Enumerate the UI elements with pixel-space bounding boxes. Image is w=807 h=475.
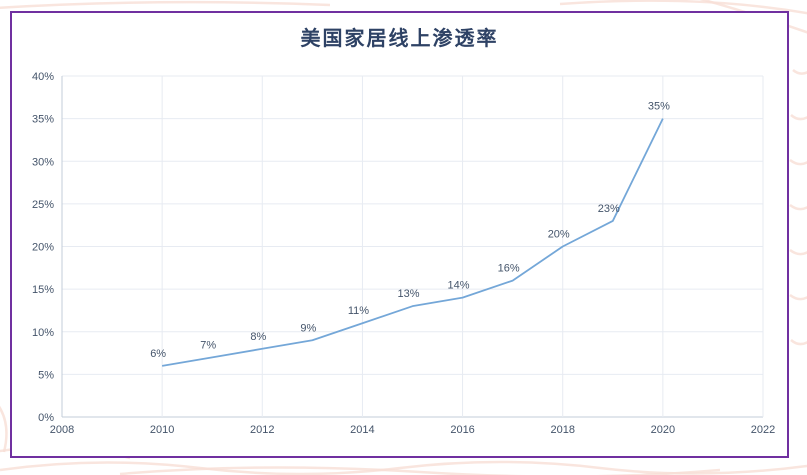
- decor-curve: [790, 114, 807, 121]
- decor-curve: [789, 293, 807, 301]
- decor-curve: [789, 248, 807, 256]
- chart-title: 美国家居线上渗透率: [300, 26, 499, 50]
- decor-curve: [0, 0, 331, 9]
- decor-curve: [792, 69, 807, 75]
- decor-curve: [790, 339, 807, 346]
- decor-curve: [789, 158, 807, 166]
- decor-curve: [789, 203, 807, 211]
- decor-curve: [559, 0, 807, 15]
- decor-curve: [0, 405, 8, 453]
- chart-frame: [10, 11, 789, 458]
- decor-curve: [119, 466, 721, 475]
